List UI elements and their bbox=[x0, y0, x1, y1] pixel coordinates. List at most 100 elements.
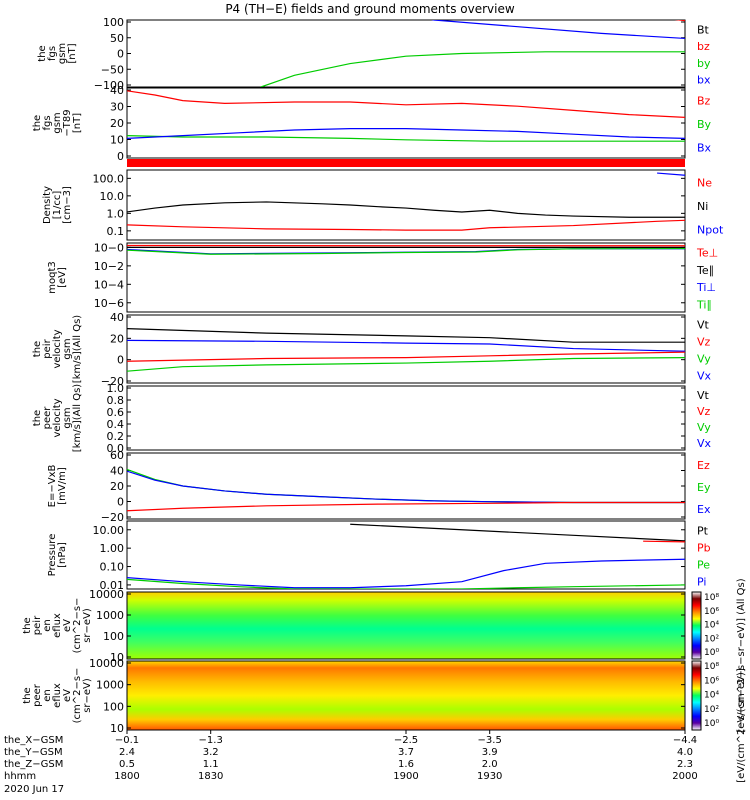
series-line-Ni bbox=[127, 201, 685, 218]
x-tick-value: 1830 bbox=[198, 771, 223, 782]
series-line-Bx bbox=[127, 128, 685, 139]
y-axis-label-line: gsm bbox=[62, 338, 73, 359]
series-line-Ti∥ bbox=[127, 247, 685, 255]
legend-entry: Ni bbox=[697, 200, 708, 213]
series-line-Pe bbox=[127, 578, 685, 589]
x-tick-value: 1.6 bbox=[398, 759, 414, 770]
x-axis-row-label: the_X−GSM bbox=[4, 735, 63, 746]
legend-entry: Pe bbox=[697, 559, 710, 572]
colorbar-title-text: [eV/(cm^2−s−sr−eV)] (All Qs) bbox=[736, 578, 747, 732]
series-group bbox=[127, 244, 685, 255]
y-tick-label: 0.4 bbox=[107, 418, 125, 431]
y-axis-label: the peir en eflux eV (cm^2−s− sr−eV) bbox=[22, 598, 93, 654]
colorbar-tick-label: 10⁴ bbox=[704, 621, 719, 631]
y-tick-label: 100 bbox=[103, 16, 124, 29]
quality-flag-bar bbox=[127, 159, 685, 167]
legend-entry: Te⊥ bbox=[696, 247, 718, 260]
y-tick-label: 0.10 bbox=[100, 561, 125, 574]
series-line-Ne bbox=[127, 219, 685, 231]
y-axis-label-line: peir bbox=[32, 615, 43, 635]
colorbar-tick-label: 10⁸ bbox=[704, 662, 719, 672]
y-tick-label: 40 bbox=[110, 311, 124, 324]
y-tick-label: 10−4 bbox=[94, 278, 124, 291]
series-group bbox=[127, 90, 685, 142]
y-axis-label-line: sr−eV) bbox=[82, 678, 93, 713]
y-tick-label: 10.00 bbox=[93, 524, 125, 537]
colorbar-tick-label: 10⁶ bbox=[704, 607, 719, 617]
y-tick-label: 30 bbox=[110, 101, 124, 114]
y-axis-label-line: Pressure bbox=[47, 534, 58, 577]
colorbar-title-text: [eV/(cm^2−s−sr−eV)] bbox=[736, 668, 747, 783]
y-axis-label: E=−VxB [mV/m] bbox=[47, 465, 68, 508]
panel-fgs: 100 50 0 −50 −100 the fgs gsm [nT] Bt bz by bx bbox=[37, 16, 711, 92]
legend-entry: Vx bbox=[697, 370, 712, 383]
colorbar-strip bbox=[691, 591, 702, 660]
legend-entry: By bbox=[697, 118, 712, 131]
legend-entry: Vy bbox=[697, 421, 711, 434]
panel-fgs_t89: 40 30 20 10 0 the fgs gsm −T89 [nT] Bz By Bx bbox=[32, 84, 712, 163]
x-tick-value: 2000 bbox=[672, 771, 697, 782]
panel-frame bbox=[126, 87, 686, 159]
legend-entry: Pb bbox=[697, 542, 711, 555]
y-axis-label: the fgs gsm [nT] bbox=[37, 43, 78, 64]
y-axis-label-line: E=−VxB bbox=[47, 465, 58, 508]
y-tick-label: 20 bbox=[110, 480, 124, 493]
y-axis-label-line: [nT] bbox=[67, 43, 78, 63]
series-group bbox=[127, 468, 685, 512]
y-axis-label-line: (cm^2−s− bbox=[72, 598, 83, 654]
y-axis-label-line: gsm bbox=[57, 43, 68, 64]
colorbar-tick-label: 10² bbox=[704, 634, 719, 644]
series-group bbox=[260, 20, 685, 87]
y-axis-label-line: eflux bbox=[52, 613, 63, 638]
panel-quality bbox=[127, 159, 685, 167]
spectrogram-image bbox=[127, 661, 685, 730]
x-tick-value: −3.5 bbox=[478, 735, 502, 746]
x-tick-value: 4.0 bbox=[677, 747, 693, 758]
series-line-Vz bbox=[127, 351, 685, 362]
panel-frame bbox=[126, 452, 686, 520]
x-tick-value: −0.1 bbox=[115, 735, 139, 746]
panel-peer_velocity: 1.00.80.60.40.20.0 the peer velocity gsm [km/… bbox=[32, 382, 712, 455]
legend-entry: Pt bbox=[697, 525, 709, 538]
x-tick-value: −4.4 bbox=[673, 735, 697, 746]
y-tick-label: 0 bbox=[117, 496, 124, 509]
y-tick-label: 10−0 bbox=[94, 241, 124, 254]
series-line-by bbox=[260, 51, 685, 87]
y-tick-label: 1000 bbox=[96, 679, 124, 692]
y-tick-label: 1.0 bbox=[107, 382, 125, 395]
colorbar-tick-label: 10⁶ bbox=[704, 676, 719, 686]
y-axis-label-line: fgs bbox=[42, 115, 53, 130]
series-line-Ey bbox=[127, 468, 685, 504]
y-tick-label: 10000 bbox=[89, 657, 124, 670]
x-tick-value: −1.3 bbox=[199, 735, 223, 746]
y-axis-label-line: velocity bbox=[52, 329, 63, 368]
y-axis-label-line: the bbox=[22, 617, 33, 633]
y-tick-label: 10−6 bbox=[94, 297, 124, 310]
y-axis-label-line: the bbox=[32, 341, 43, 357]
x-tick-value: −2.5 bbox=[394, 735, 418, 746]
legend-entry: Vz bbox=[697, 336, 711, 349]
y-tick-label: 10 bbox=[110, 722, 124, 735]
panel-peir_en_eflux: 10000 1000 100 10 the peir en eflux eV (cm^2−s− sr… bbox=[22, 588, 686, 664]
legend-entry: Vt bbox=[697, 319, 710, 332]
y-tick-label: 0 bbox=[117, 354, 124, 367]
legend-entry: Npot bbox=[697, 223, 724, 236]
y-axis-label-line: the bbox=[22, 687, 33, 703]
x-tick-value: 2.0 bbox=[482, 759, 498, 770]
y-tick-label: 0 bbox=[117, 150, 124, 163]
panel-peir_velocity: 40 20 0 −20 the peir velocity gsm [km/s](All Qs)… bbox=[32, 311, 712, 388]
legend-entry: Pi bbox=[697, 576, 706, 589]
x-tick-value: 1900 bbox=[393, 771, 418, 782]
y-axis-label-line: the bbox=[37, 45, 48, 61]
spectrogram-image bbox=[127, 592, 685, 659]
x-axis-row-label: hhmm bbox=[4, 771, 36, 782]
legend-entry: Ey bbox=[697, 481, 711, 494]
y-tick-label: 40 bbox=[110, 465, 124, 478]
legend-entry: bz bbox=[697, 40, 710, 53]
y-axis-label: the peer en eflux eV (cm^2−s− sr−eV) bbox=[22, 668, 93, 724]
series-line-Npot bbox=[657, 172, 685, 176]
y-tick-label: 10 bbox=[110, 134, 124, 147]
series-line-Pt bbox=[350, 523, 685, 542]
legend-entry: Vt bbox=[697, 389, 710, 402]
